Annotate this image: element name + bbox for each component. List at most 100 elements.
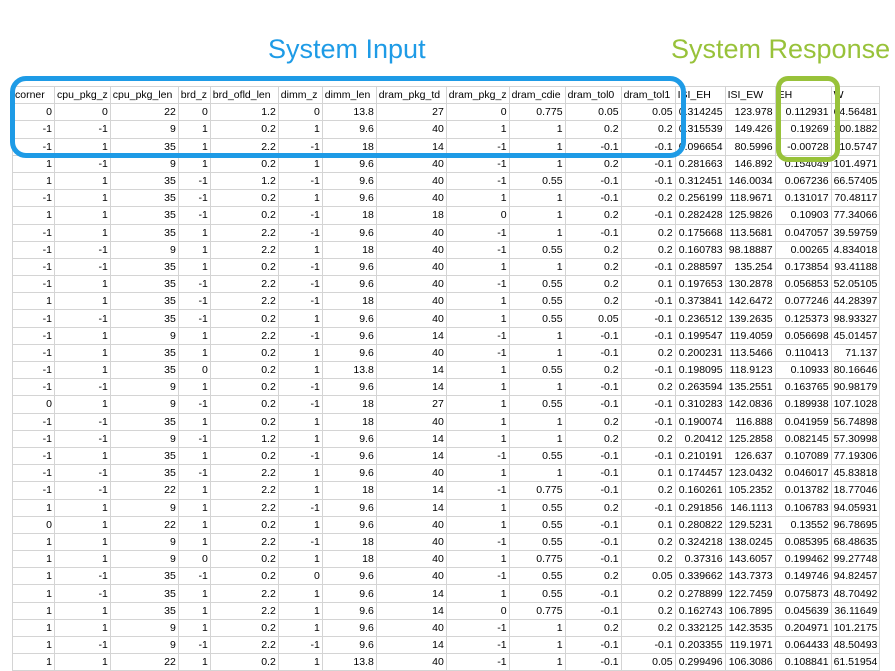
column-header[interactable]: dimm_len bbox=[321, 85, 377, 105]
cell[interactable]: 0.2 bbox=[209, 567, 279, 586]
cell[interactable]: -1 bbox=[12, 120, 55, 139]
cell[interactable]: 0 bbox=[177, 360, 211, 380]
cell[interactable]: 135.254 bbox=[724, 257, 776, 277]
cell[interactable]: 0.082145 bbox=[774, 429, 832, 448]
cell[interactable]: 0.1 bbox=[620, 464, 676, 483]
cell[interactable]: 0 bbox=[445, 206, 510, 225]
cell[interactable]: 1 bbox=[277, 309, 323, 328]
cell[interactable]: 0.075873 bbox=[774, 584, 832, 603]
cell[interactable]: 9.6 bbox=[321, 120, 377, 139]
cell[interactable]: 40 bbox=[375, 171, 447, 191]
cell[interactable]: 1 bbox=[277, 550, 323, 569]
cell[interactable]: -0.1 bbox=[564, 223, 622, 242]
cell[interactable]: -1 bbox=[12, 412, 55, 431]
cell[interactable]: 2.2 bbox=[209, 137, 279, 156]
cell[interactable]: 106.7895 bbox=[724, 601, 776, 620]
cell[interactable]: 129.5231 bbox=[724, 515, 776, 534]
cell[interactable]: 0.2 bbox=[564, 257, 622, 277]
cell[interactable]: -1 bbox=[277, 446, 323, 466]
cell[interactable]: -0.1 bbox=[620, 292, 676, 311]
cell[interactable]: 1 bbox=[54, 515, 111, 534]
cell[interactable]: 1 bbox=[177, 481, 211, 500]
cell[interactable]: 22 bbox=[109, 515, 179, 534]
cell[interactable]: 0.05 bbox=[620, 103, 676, 122]
cell[interactable]: -1 bbox=[445, 618, 510, 638]
cell[interactable]: 1.2 bbox=[209, 103, 279, 122]
cell[interactable]: -1 bbox=[177, 464, 211, 483]
cell[interactable]: -1 bbox=[54, 257, 111, 277]
cell[interactable]: 9 bbox=[109, 240, 179, 259]
cell[interactable]: 0.2 bbox=[620, 189, 676, 208]
cell[interactable]: 0.2 bbox=[620, 429, 676, 448]
cell[interactable]: 1 bbox=[177, 120, 211, 139]
cell[interactable]: 0.05 bbox=[620, 567, 676, 586]
cell[interactable]: 1 bbox=[12, 206, 55, 225]
cell[interactable]: 1 bbox=[277, 240, 323, 259]
cell[interactable]: 0.107089 bbox=[774, 446, 832, 466]
cell[interactable]: 0.1 bbox=[620, 275, 676, 294]
cell[interactable]: -1 bbox=[54, 412, 111, 431]
cell[interactable]: -0.1 bbox=[564, 189, 622, 208]
cell[interactable]: 0.236512 bbox=[674, 309, 726, 328]
cell[interactable]: 0.288597 bbox=[674, 257, 726, 277]
cell[interactable]: 0.55 bbox=[508, 446, 566, 466]
cell[interactable]: 0 bbox=[12, 515, 55, 534]
cell[interactable]: 0.55 bbox=[508, 584, 566, 603]
cell[interactable]: 35 bbox=[109, 360, 179, 380]
cell[interactable]: 35 bbox=[109, 206, 179, 225]
cell[interactable]: -0.1 bbox=[620, 171, 676, 191]
cell[interactable]: -1 bbox=[12, 137, 55, 156]
cell[interactable]: -1 bbox=[277, 257, 323, 277]
cell[interactable]: 0.2 bbox=[209, 378, 279, 397]
cell[interactable]: -0.1 bbox=[620, 137, 676, 156]
cell[interactable]: 1 bbox=[277, 618, 323, 638]
cell[interactable]: 101.2175 bbox=[830, 618, 881, 638]
cell[interactable]: 143.6057 bbox=[724, 550, 776, 569]
cell[interactable]: 0.154049 bbox=[774, 154, 832, 173]
cell[interactable]: 0.160261 bbox=[674, 481, 726, 500]
cell[interactable]: 1 bbox=[445, 515, 510, 534]
cell[interactable]: 0.282428 bbox=[674, 206, 726, 225]
cell[interactable]: 4.834018 bbox=[830, 240, 881, 259]
cell[interactable]: 1 bbox=[54, 601, 111, 620]
cell[interactable]: 9.6 bbox=[321, 601, 377, 620]
cell[interactable]: 1 bbox=[54, 532, 111, 552]
cell[interactable]: 142.6472 bbox=[724, 292, 776, 311]
cell[interactable]: 0.2 bbox=[620, 240, 676, 259]
cell[interactable]: 9 bbox=[109, 550, 179, 569]
cell[interactable]: 0.2 bbox=[620, 223, 676, 242]
cell[interactable]: 0.2 bbox=[209, 550, 279, 569]
cell[interactable]: -1 bbox=[54, 635, 111, 655]
cell[interactable]: -0.00728 bbox=[774, 137, 832, 156]
cell[interactable]: 9.6 bbox=[321, 464, 377, 483]
cell[interactable]: 0.2 bbox=[620, 481, 676, 500]
cell[interactable]: 1 bbox=[508, 206, 566, 225]
cell[interactable]: 0.2 bbox=[620, 532, 676, 552]
cell[interactable]: 0.324218 bbox=[674, 532, 726, 552]
cell[interactable]: 27 bbox=[375, 395, 447, 414]
cell[interactable]: 0.210191 bbox=[674, 446, 726, 466]
cell[interactable]: 0.204971 bbox=[774, 618, 832, 638]
cell[interactable]: 40 bbox=[375, 275, 447, 294]
cell[interactable]: -1 bbox=[277, 292, 323, 311]
cell[interactable]: 1 bbox=[277, 120, 323, 139]
cell[interactable]: 9.6 bbox=[321, 257, 377, 277]
cell[interactable]: 1 bbox=[508, 429, 566, 448]
cell[interactable]: 0.37316 bbox=[674, 550, 726, 569]
cell[interactable]: -1 bbox=[54, 464, 111, 483]
cell[interactable]: 1 bbox=[177, 412, 211, 431]
column-header[interactable]: corner bbox=[12, 85, 55, 105]
cell[interactable]: 52.05105 bbox=[830, 275, 881, 294]
cell[interactable]: -0.1 bbox=[620, 206, 676, 225]
cell[interactable]: 96.78695 bbox=[830, 515, 881, 534]
cell[interactable]: 94.05931 bbox=[830, 498, 881, 517]
cell[interactable]: 0.2 bbox=[209, 395, 279, 414]
cell[interactable]: 98.93327 bbox=[830, 309, 881, 328]
cell[interactable]: 1 bbox=[12, 618, 55, 638]
cell[interactable]: 1 bbox=[508, 223, 566, 242]
cell[interactable]: 1 bbox=[54, 343, 111, 363]
cell[interactable]: 57.30998 bbox=[830, 429, 881, 448]
column-header[interactable]: brd_ofld_len bbox=[209, 85, 279, 105]
cell[interactable]: 0.108841 bbox=[774, 653, 832, 671]
cell[interactable]: 149.426 bbox=[724, 120, 776, 139]
